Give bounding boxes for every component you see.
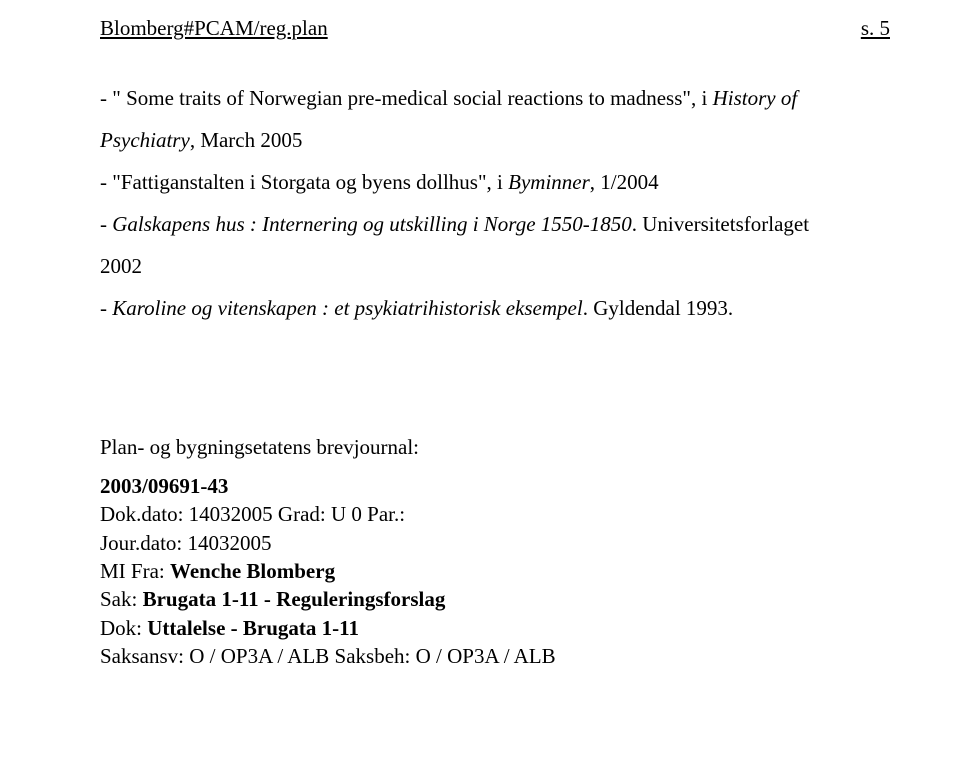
journal-block: 2003/09691-43 Dok.dato: 14032005 Grad: U… [100,472,890,670]
bullet-1-italic-b: Psychiatry [100,128,190,152]
spacer [100,357,890,435]
sak-value: Brugata 1-11 - Reguleringsforslag [143,587,446,611]
document-page: Blomberg#PCAM/reg.plan s. 5 - " Some tra… [0,0,960,690]
bullet-3-cont: 2002 [100,245,890,287]
bullet-3-year: 2002 [100,254,142,278]
mi-fra-label: MI Fra: [100,559,170,583]
sak-label: Sak: [100,587,143,611]
sak-line: Sak: Brugata 1-11 - Reguleringsforslag [100,585,890,613]
header-right: s. 5 [861,16,890,41]
bullet-3-italic: - Galskapens hus : Internering og utskil… [100,212,632,236]
bullet-1: - " Some traits of Norwegian pre-medical… [100,77,890,119]
dok-value: Uttalelse - Brugata 1-11 [147,616,359,640]
page-header: Blomberg#PCAM/reg.plan s. 5 [100,16,890,41]
jour-dato: Jour.dato: 14032005 [100,529,890,557]
bullet-1-text: - " Some traits of Norwegian pre-medical… [100,86,713,110]
journal-title: Plan- og bygningsetatens brevjournal: [100,435,890,460]
mi-fra-line: MI Fra: Wenche Blomberg [100,557,890,585]
bullet-3: - Galskapens hus : Internering og utskil… [100,203,890,245]
bullet-1-italic: History of [713,86,798,110]
case-number: 2003/09691-43 [100,472,890,500]
dok-dato: Dok.dato: 14032005 Grad: U 0 Par.: [100,500,890,528]
bullet-1-rest: , March 2005 [190,128,303,152]
bullet-4-rest: . Gyldendal 1993. [583,296,733,320]
mi-fra-value: Wenche Blomberg [170,559,335,583]
body-text: - " Some traits of Norwegian pre-medical… [100,77,890,329]
bullet-2: - "Fattiganstalten i Storgata og byens d… [100,161,890,203]
saks-line: Saksansv: O / OP3A / ALB Saksbeh: O / OP… [100,642,890,670]
bullet-3-rest: . Universitetsforlaget [632,212,809,236]
bullet-4-italic: - Karoline og vitenskapen : et psykiatri… [100,296,583,320]
bullet-4: - Karoline og vitenskapen : et psykiatri… [100,287,890,329]
header-left: Blomberg#PCAM/reg.plan [100,16,328,41]
bullet-2-rest: , 1/2004 [590,170,659,194]
bullet-1-cont: Psychiatry, March 2005 [100,119,890,161]
bullet-2-italic: Byminner [508,170,590,194]
dok-line: Dok: Uttalelse - Brugata 1-11 [100,614,890,642]
bullet-2-text: - "Fattiganstalten i Storgata og byens d… [100,170,508,194]
dok-label: Dok: [100,616,147,640]
